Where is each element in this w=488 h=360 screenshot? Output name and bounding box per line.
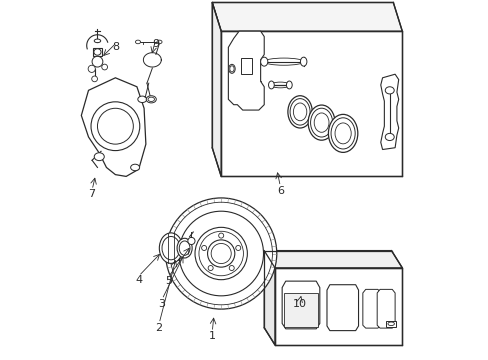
Circle shape xyxy=(187,237,195,244)
Circle shape xyxy=(91,102,140,150)
Polygon shape xyxy=(81,78,145,176)
Circle shape xyxy=(229,266,234,270)
Ellipse shape xyxy=(387,322,394,325)
Bar xyxy=(386,320,395,327)
Ellipse shape xyxy=(300,57,306,66)
Ellipse shape xyxy=(289,99,309,125)
Ellipse shape xyxy=(162,237,180,260)
Ellipse shape xyxy=(138,96,146,103)
Circle shape xyxy=(92,76,97,82)
Ellipse shape xyxy=(307,105,334,140)
Circle shape xyxy=(88,65,95,72)
Text: 5: 5 xyxy=(164,276,172,286)
Text: 1: 1 xyxy=(208,331,215,341)
Polygon shape xyxy=(362,289,380,328)
Ellipse shape xyxy=(314,113,328,132)
Bar xyxy=(241,58,251,74)
Polygon shape xyxy=(212,3,402,31)
Text: 10: 10 xyxy=(292,300,306,310)
Text: 2: 2 xyxy=(155,323,163,333)
Ellipse shape xyxy=(228,64,235,73)
Ellipse shape xyxy=(334,123,350,144)
Ellipse shape xyxy=(94,39,101,42)
Ellipse shape xyxy=(310,108,332,137)
Ellipse shape xyxy=(260,57,267,66)
Circle shape xyxy=(218,233,223,238)
Ellipse shape xyxy=(287,96,312,128)
Circle shape xyxy=(195,227,247,280)
Ellipse shape xyxy=(293,103,306,121)
Ellipse shape xyxy=(157,40,162,44)
Text: 3: 3 xyxy=(158,299,165,309)
Ellipse shape xyxy=(229,66,234,72)
Ellipse shape xyxy=(268,81,274,89)
Circle shape xyxy=(179,211,263,296)
Text: 4: 4 xyxy=(135,275,142,285)
Polygon shape xyxy=(274,268,402,345)
Circle shape xyxy=(97,108,133,144)
Circle shape xyxy=(235,246,240,251)
Circle shape xyxy=(199,231,243,276)
Polygon shape xyxy=(380,74,398,149)
Text: 7: 7 xyxy=(88,189,96,199)
Ellipse shape xyxy=(94,49,101,55)
Circle shape xyxy=(207,240,234,267)
Ellipse shape xyxy=(330,118,354,149)
Ellipse shape xyxy=(135,40,140,44)
Circle shape xyxy=(102,64,107,70)
Polygon shape xyxy=(212,3,221,176)
Polygon shape xyxy=(376,289,394,328)
Polygon shape xyxy=(93,48,102,56)
Ellipse shape xyxy=(286,81,292,89)
Text: 6: 6 xyxy=(276,186,283,196)
Circle shape xyxy=(165,198,276,309)
Polygon shape xyxy=(326,285,358,330)
Polygon shape xyxy=(221,31,402,176)
Ellipse shape xyxy=(148,97,154,102)
Ellipse shape xyxy=(94,153,104,161)
Ellipse shape xyxy=(159,233,182,264)
Circle shape xyxy=(208,266,213,270)
Ellipse shape xyxy=(177,238,192,258)
Polygon shape xyxy=(264,251,402,268)
Ellipse shape xyxy=(179,241,190,255)
Circle shape xyxy=(92,56,102,67)
Circle shape xyxy=(201,246,206,251)
Bar xyxy=(284,293,317,327)
Text: 9: 9 xyxy=(152,40,159,49)
Circle shape xyxy=(211,243,231,264)
Ellipse shape xyxy=(328,114,357,152)
Ellipse shape xyxy=(130,164,139,171)
Ellipse shape xyxy=(385,87,393,94)
Ellipse shape xyxy=(207,232,215,275)
Polygon shape xyxy=(264,251,274,345)
Ellipse shape xyxy=(146,96,156,103)
Polygon shape xyxy=(228,31,264,110)
Ellipse shape xyxy=(385,134,393,140)
Text: 8: 8 xyxy=(112,42,120,52)
Polygon shape xyxy=(282,281,319,329)
